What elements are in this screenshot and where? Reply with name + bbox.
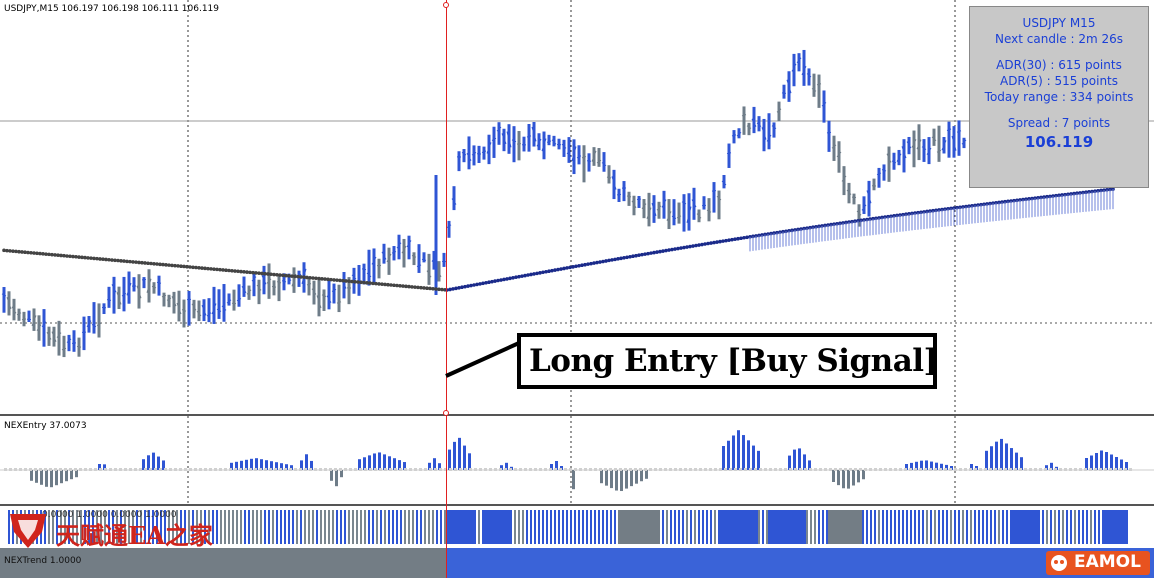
nextrend-label: NEXTrend 1.0000: [4, 556, 82, 566]
adr30-value: ADR(30) : 615 points: [996, 58, 1122, 72]
signal-bars: [0, 508, 1154, 546]
signal-vertical-line: [446, 0, 447, 578]
current-price: 106.119: [1024, 133, 1094, 151]
shield-logo-icon: [10, 514, 46, 548]
trend-bear-zone: [0, 548, 447, 578]
adr5-value: ADR(5) : 515 points: [999, 74, 1119, 88]
spread-value: Spread : 7 points: [1007, 116, 1111, 130]
signal-bar-label: 0.0000 1.0000 0.0000 1.0000: [42, 510, 177, 520]
price-chart-canvas[interactable]: [0, 0, 1154, 414]
signal-bar-pane[interactable]: 0.0000 1.0000 0.0000 1.0000: [0, 506, 1154, 548]
robot-logo-icon: [1051, 555, 1067, 571]
signal-line-bottom-handle[interactable]: [443, 410, 449, 416]
nexentry-histogram: [0, 416, 1154, 504]
info-panel-title: USDJPY M15: [1022, 16, 1096, 30]
info-panel: USDJPY M15 Next candle : 2m 26s ADR(30) …: [969, 6, 1149, 188]
signal-line-top-handle[interactable]: [443, 2, 449, 8]
eamol-badge: EAMOL: [1046, 551, 1150, 575]
nextrend-pane[interactable]: NEXTrend 1.0000: [0, 548, 1154, 578]
nexentry-label: NEXEntry 37.0073: [4, 421, 87, 431]
long-entry-annotation: Long Entry [Buy Signal]: [517, 333, 938, 389]
eamol-text: EAMOL: [1074, 552, 1141, 572]
watermark-text: 天赋通EA之家: [56, 521, 213, 550]
trend-bull-zone: [447, 548, 1154, 578]
nexentry-indicator-pane[interactable]: NEXEntry 37.0073: [0, 416, 1154, 506]
today-range-value: Today range : 334 points: [984, 90, 1134, 104]
price-chart[interactable]: USDJPY,M15 106.197 106.198 106.111 106.1…: [0, 0, 1154, 416]
long-entry-text: Long Entry [Buy Signal]: [529, 343, 938, 379]
chart-symbol-label: USDJPY,M15 106.197 106.198 106.111 106.1…: [4, 4, 220, 14]
watermark: 天赋通EA之家: [6, 510, 246, 550]
next-candle-timer: Next candle : 2m 26s: [995, 32, 1123, 46]
